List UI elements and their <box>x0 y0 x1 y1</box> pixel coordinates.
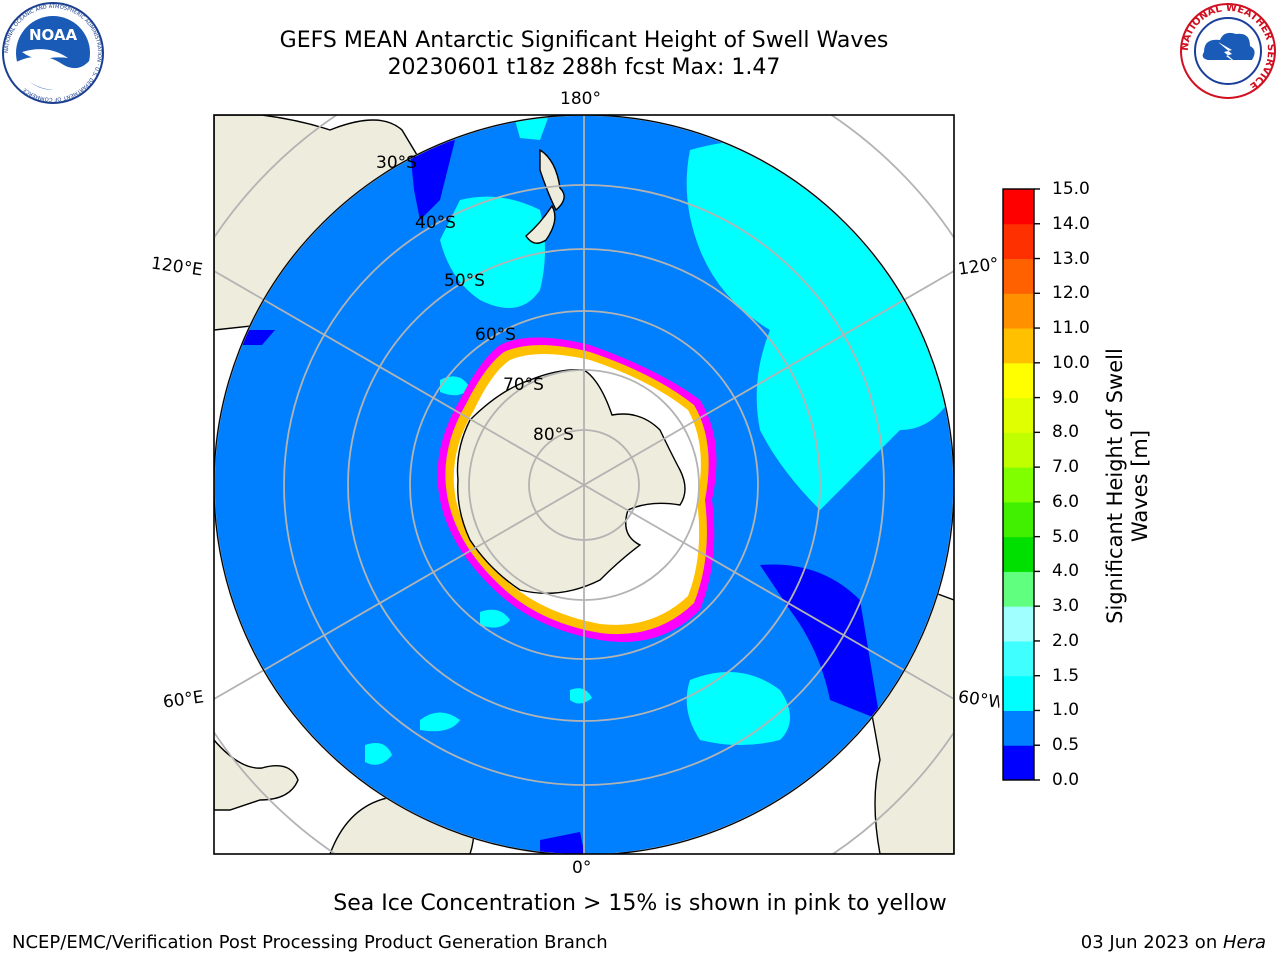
colorbar-tick-label: 3.0 <box>1052 596 1080 617</box>
producer-credit: NCEP/EMC/Verification Post Processing Pr… <box>12 932 608 953</box>
colorbar-tick-label: 9.0 <box>1052 387 1080 408</box>
sea-ice-note: Sea Ice Concentration > 15% is shown in … <box>333 891 947 916</box>
colorbar-label: Significant Height of Swell Waves [m] <box>1103 348 1152 624</box>
date-credit: 03 Jun 2023 on Hera <box>1081 931 1266 955</box>
colorbar-cell <box>1003 501 1034 538</box>
antarctica <box>456 369 686 594</box>
noaa-logo: NOAA NATIONAL OCEANIC AND ATMOSPHERIC AD… <box>2 2 104 104</box>
colorbar-cell <box>1003 397 1034 433</box>
lon-label-0: 0° <box>572 858 592 878</box>
credit-machine: Hera <box>1222 932 1266 953</box>
colorbar-cell <box>1003 258 1034 294</box>
colorbar-tick-label: 8.0 <box>1052 422 1080 443</box>
colorbar-cell <box>1003 328 1034 364</box>
lat-label-40s: 40°S <box>415 213 456 233</box>
colorbar-tick-label: 4.0 <box>1052 561 1080 582</box>
colorbar-cell <box>1003 606 1034 642</box>
colorbar-cell <box>1003 293 1034 329</box>
colorbar-tick-label: 15.0 <box>1052 179 1090 199</box>
credit-date: 03 Jun 2023 on <box>1080 932 1223 953</box>
lat-label-30s: 30°S <box>376 153 417 173</box>
colorbar-tick-label: 0.0 <box>1052 770 1080 790</box>
colorbar-tick-label: 11.0 <box>1052 318 1090 339</box>
chart-title: GEFS MEAN Antarctic Significant Height o… <box>279 28 889 53</box>
colorbar-tick-label: 14.0 <box>1052 213 1090 234</box>
colorbar-cell <box>1003 432 1034 468</box>
noaa-logo-text: NOAA <box>29 26 78 44</box>
colorbar-tick-label: 7.0 <box>1052 457 1080 478</box>
colorbar-tick-label: 1.5 <box>1052 665 1080 686</box>
colorbar-tick-label: 12.0 <box>1052 283 1090 304</box>
colorbar-tick-label: 10.0 <box>1052 352 1090 373</box>
colorbar-cell <box>1003 745 1034 781</box>
graticule <box>214 115 954 854</box>
colorbar-cell <box>1003 571 1034 607</box>
lat-label-80s: 80°S <box>533 425 574 445</box>
colorbar-cell <box>1003 640 1034 677</box>
lat-label-60s: 60°S <box>475 325 516 345</box>
colorbar-cell <box>1003 675 1034 711</box>
colorbar-cell <box>1003 467 1034 503</box>
lon-label-180: 180° <box>560 89 601 109</box>
chart-subtitle: 20230601 t18z 288h fcst Max: 1.47 <box>387 55 781 80</box>
colorbar-tick-label: 1.0 <box>1052 700 1080 721</box>
lat-label-50s: 50°S <box>444 271 485 291</box>
colorbar-tick-label: 2.0 <box>1052 630 1080 651</box>
colorbar-cell <box>1003 189 1034 225</box>
colorbar-tick-label: 13.0 <box>1052 248 1090 269</box>
colorbar-cell <box>1003 710 1034 746</box>
map-frame <box>213 114 955 855</box>
colorbar-tick-label: 6.0 <box>1052 491 1080 512</box>
colorbar-cell <box>1003 223 1034 260</box>
colorbar-frame <box>1002 188 1035 781</box>
colorbar <box>1003 189 1034 781</box>
colorbar-cell <box>1003 536 1034 572</box>
colorbar-cell <box>1003 362 1034 399</box>
lat-label-70s: 70°S <box>503 375 544 395</box>
colorbar-tick-label: 0.5 <box>1052 735 1080 756</box>
nws-logo: NATIONAL WEATHER SERVICE <box>1180 3 1276 99</box>
colorbar-tick-label: 5.0 <box>1052 526 1080 547</box>
